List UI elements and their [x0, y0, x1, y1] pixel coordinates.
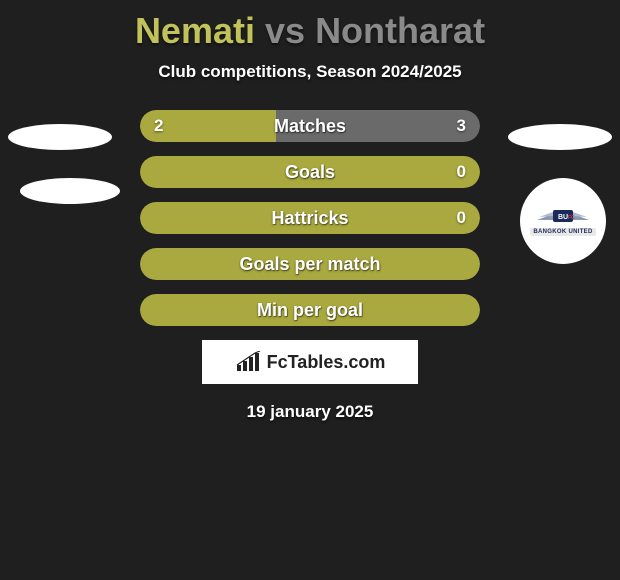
comparison-bars: Matches23Goals0Hattricks0Goals per match…	[0, 110, 620, 326]
stat-bar: Matches2 3	[140, 110, 480, 142]
watermark-text: FcTables.com	[267, 352, 386, 373]
title-player1: Nemati	[135, 10, 255, 51]
watermark: FcTables.com	[202, 340, 418, 384]
stat-bar: Hattricks0	[140, 202, 480, 234]
title-vs: vs	[265, 10, 305, 51]
date-label: 19 january 2025	[0, 402, 620, 422]
infographic-root: Nemati vs Nontharat Club competitions, S…	[0, 0, 620, 580]
bar-value-right: 0	[457, 202, 466, 234]
stat-bar: Goals per match	[140, 248, 480, 280]
title-player2: Nontharat	[315, 10, 485, 51]
watermark-chart-icon	[235, 351, 261, 373]
stat-bar: Goals0	[140, 156, 480, 188]
subtitle: Club competitions, Season 2024/2025	[0, 62, 620, 82]
page-title: Nemati vs Nontharat	[0, 0, 620, 52]
bar-label: Matches	[140, 110, 480, 142]
bar-label: Hattricks	[140, 202, 480, 234]
bar-label: Goals	[140, 156, 480, 188]
bar-label: Goals per match	[140, 248, 480, 280]
stat-bar: Min per goal	[140, 294, 480, 326]
bar-label: Min per goal	[140, 294, 480, 326]
bar-value-right: 3	[457, 110, 466, 142]
bar-value-left: 2	[154, 110, 163, 142]
bar-value-right: 0	[457, 156, 466, 188]
